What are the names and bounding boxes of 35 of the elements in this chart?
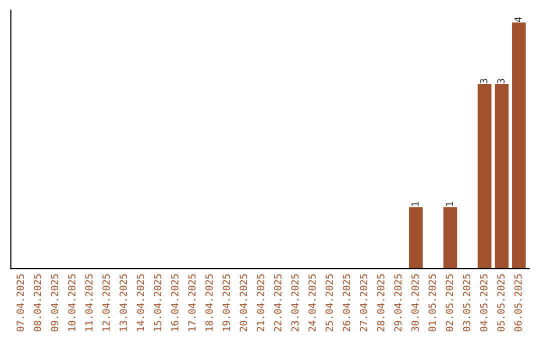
x-tick-label: 27.04.2025 — [360, 274, 368, 332]
x-tick-label: 16.04.2025 — [171, 274, 178, 331]
x-tick-label: 17.04.2025 — [188, 274, 196, 331]
data-label: 3 — [497, 78, 505, 84]
x-tick-label: 10.04.2025 — [68, 274, 76, 331]
x-tick-label: 18.04.2025 — [205, 274, 213, 331]
x-tick-label: 13.04.2025 — [120, 274, 127, 331]
x-tick-label: 05.05.2025 — [497, 274, 505, 332]
x-tick-label: 24.04.2025 — [308, 274, 316, 332]
data-label: 1 — [412, 202, 419, 206]
x-tick-label: 09.04.2025 — [50, 274, 58, 332]
x-tick-label: 11.04.2025 — [85, 274, 93, 331]
x-tick-label: 14.04.2025 — [136, 274, 144, 331]
x-tick-label: 04.05.2025 — [480, 274, 488, 332]
x-tick-label: 08.04.2025 — [34, 274, 42, 332]
x-tick-label: 22.04.2025 — [274, 274, 282, 332]
x-tick-label: 21.04.2025 — [256, 274, 264, 332]
x-tick-label: 01.05.2025 — [428, 274, 436, 332]
data-label: 4 — [514, 17, 522, 22]
data-label: 3 — [480, 78, 488, 84]
x-tick-label: 29.04.2025 — [394, 274, 402, 332]
x-tick-label: 03.05.2025 — [462, 274, 470, 332]
data-label: 1 — [446, 202, 453, 206]
x-tick-label: 06.05.2025 — [514, 274, 522, 332]
x-tick-label: 19.04.2025 — [222, 274, 230, 331]
x-tick-label: 25.04.2025 — [326, 274, 333, 332]
x-tick-label: 26.04.2025 — [342, 274, 350, 332]
x-tick-label: 07.04.2025 — [16, 274, 24, 332]
x-tick-label: 30.04.2025 — [411, 274, 419, 332]
x-tick-label: 23.04.2025 — [291, 274, 299, 332]
x-tick-label: 28.04.2025 — [377, 274, 384, 332]
x-tick-label: 15.04.2025 — [154, 274, 162, 331]
x-tick-label: 12.04.2025 — [102, 274, 110, 331]
x-tick-label: 02.05.2025 — [446, 274, 454, 332]
x-tick-label: 20.04.2025 — [240, 274, 248, 332]
